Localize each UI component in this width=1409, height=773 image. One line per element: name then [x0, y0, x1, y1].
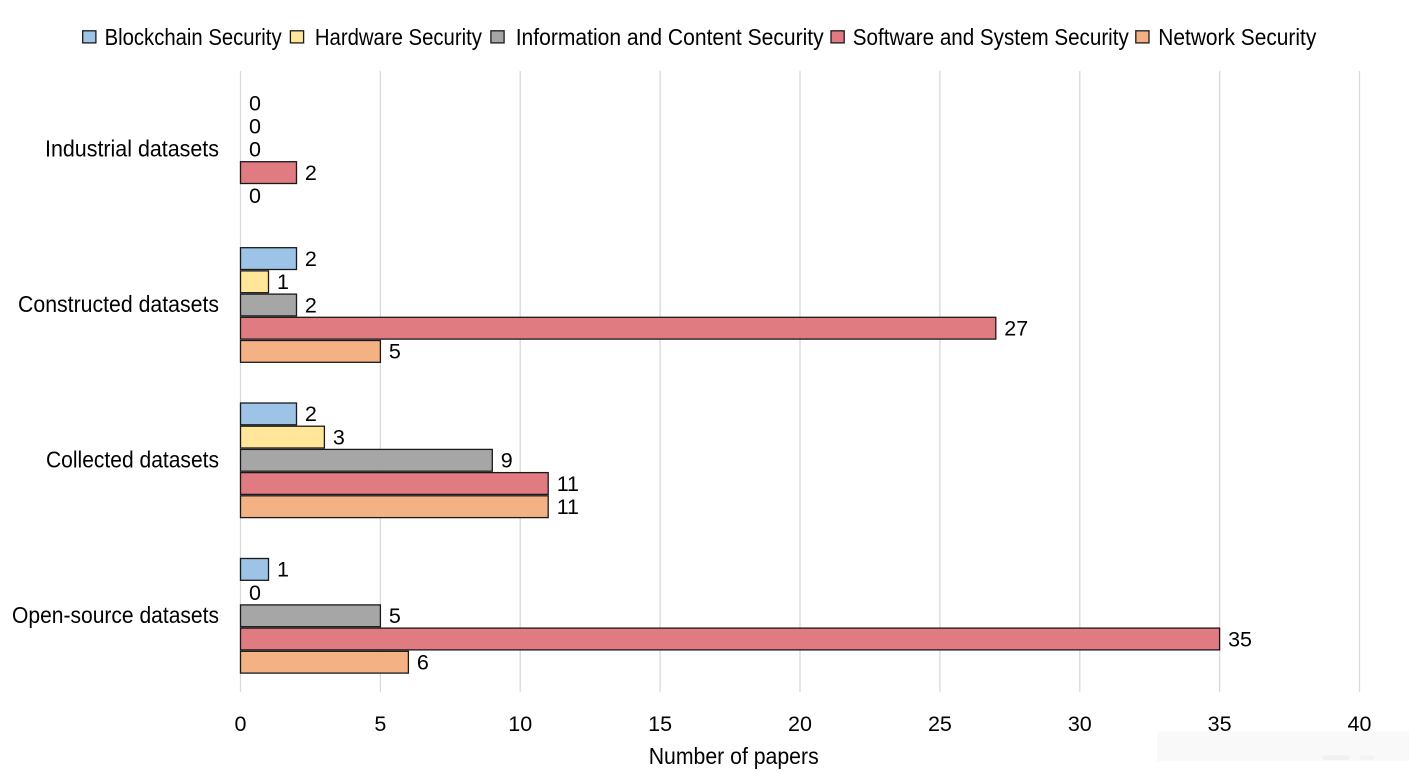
svg-text:10: 10 [508, 712, 532, 736]
svg-text:11: 11 [557, 472, 579, 496]
svg-text:25: 25 [928, 712, 952, 736]
svg-text:3: 3 [333, 425, 345, 449]
svg-text:Network Security: Network Security [1158, 24, 1316, 50]
svg-text:2: 2 [305, 402, 317, 426]
svg-text:Industrial datasets: Industrial datasets [45, 136, 219, 162]
svg-text:11: 11 [557, 495, 579, 519]
svg-text:30: 30 [1068, 712, 1092, 736]
svg-text:0: 0 [249, 115, 261, 139]
svg-text:Number of papers: Number of papers [649, 743, 819, 769]
svg-text:5: 5 [374, 712, 386, 736]
svg-text:0: 0 [249, 581, 261, 605]
svg-text:20: 20 [788, 712, 812, 736]
svg-text:0: 0 [249, 184, 261, 208]
svg-text:35: 35 [1208, 712, 1232, 736]
svg-text:Collected datasets: Collected datasets [46, 447, 219, 473]
svg-text:35: 35 [1228, 627, 1252, 651]
svg-text:2: 2 [305, 293, 317, 317]
svg-text:40: 40 [1348, 712, 1372, 736]
svg-text:Software and System Security: Software and System Security [853, 24, 1129, 50]
svg-text:5: 5 [389, 604, 401, 628]
svg-text:15: 15 [648, 712, 672, 736]
svg-text:2: 2 [305, 247, 317, 271]
svg-text:2: 2 [305, 161, 317, 185]
svg-text:5: 5 [389, 340, 401, 364]
svg-text:1: 1 [277, 270, 289, 294]
svg-text:Constructed datasets: Constructed datasets [18, 291, 219, 317]
svg-text:1: 1 [277, 558, 289, 582]
svg-text:9: 9 [501, 449, 513, 473]
svg-text:0: 0 [235, 712, 247, 736]
svg-text:6: 6 [417, 651, 429, 675]
svg-text:Open-source datasets: Open-source datasets [12, 602, 219, 628]
svg-text:27: 27 [1004, 317, 1028, 341]
svg-text:0: 0 [249, 91, 261, 115]
svg-text:Hardware Security: Hardware Security [315, 24, 482, 50]
svg-text:Blockchain Security: Blockchain Security [105, 24, 282, 50]
svg-text:0: 0 [249, 138, 261, 162]
svg-text:Information and Content Securi: Information and Content Security [516, 24, 824, 50]
